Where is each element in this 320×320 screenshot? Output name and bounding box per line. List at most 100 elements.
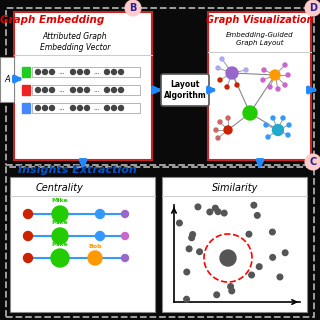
Circle shape	[43, 87, 47, 92]
Circle shape	[36, 87, 41, 92]
Circle shape	[276, 87, 280, 91]
Bar	[32, 103, 140, 113]
Circle shape	[277, 274, 283, 280]
Circle shape	[111, 106, 116, 110]
Bar	[208, 12, 311, 160]
Circle shape	[95, 210, 105, 219]
Circle shape	[195, 204, 201, 210]
Circle shape	[77, 106, 83, 110]
Circle shape	[212, 205, 218, 211]
Circle shape	[266, 135, 270, 139]
Circle shape	[273, 124, 284, 135]
Circle shape	[118, 87, 124, 92]
Circle shape	[111, 87, 116, 92]
Text: Mike: Mike	[52, 220, 68, 226]
Circle shape	[118, 106, 124, 110]
Text: ...: ...	[94, 105, 100, 111]
Bar	[162, 177, 307, 312]
Circle shape	[226, 67, 238, 79]
Circle shape	[286, 73, 290, 77]
Circle shape	[305, 154, 320, 170]
Circle shape	[177, 220, 182, 226]
Circle shape	[281, 116, 285, 120]
Circle shape	[215, 209, 221, 214]
Circle shape	[220, 250, 236, 266]
Text: Attributed Graph
Embedding Vector: Attributed Graph Embedding Vector	[40, 32, 110, 52]
Circle shape	[189, 235, 195, 241]
Circle shape	[229, 288, 235, 294]
Bar	[22, 103, 30, 113]
Circle shape	[218, 120, 222, 124]
Circle shape	[268, 85, 272, 89]
Circle shape	[50, 87, 54, 92]
Bar	[0, 57, 14, 102]
Circle shape	[249, 272, 254, 278]
Circle shape	[251, 202, 257, 208]
Text: ...: ...	[59, 69, 65, 75]
Circle shape	[50, 106, 54, 110]
Text: ...: ...	[94, 69, 100, 75]
Circle shape	[36, 69, 41, 75]
Circle shape	[125, 0, 141, 16]
Circle shape	[70, 106, 76, 110]
Circle shape	[52, 228, 68, 244]
Circle shape	[70, 87, 76, 92]
Circle shape	[262, 68, 266, 72]
Circle shape	[226, 116, 230, 120]
Circle shape	[254, 212, 260, 218]
Circle shape	[186, 246, 192, 252]
Circle shape	[283, 63, 287, 67]
Bar	[6, 8, 314, 165]
Circle shape	[225, 85, 229, 89]
FancyBboxPatch shape	[161, 74, 209, 106]
Circle shape	[95, 231, 105, 241]
Circle shape	[220, 57, 224, 61]
Bar	[10, 177, 155, 312]
Circle shape	[105, 106, 109, 110]
Bar	[32, 67, 140, 77]
Circle shape	[264, 123, 268, 127]
Circle shape	[84, 106, 90, 110]
Circle shape	[269, 229, 275, 235]
Text: B: B	[129, 3, 137, 13]
Circle shape	[77, 87, 83, 92]
Circle shape	[287, 123, 291, 127]
Circle shape	[190, 232, 196, 237]
Circle shape	[283, 83, 287, 87]
Circle shape	[270, 70, 280, 80]
Circle shape	[122, 233, 129, 239]
Bar	[6, 167, 314, 317]
Text: A: A	[4, 75, 10, 84]
Circle shape	[184, 296, 189, 302]
Text: ...: ...	[94, 87, 100, 93]
Circle shape	[23, 253, 33, 262]
Circle shape	[261, 78, 265, 82]
Circle shape	[216, 136, 220, 140]
Bar	[22, 85, 30, 95]
Bar	[14, 12, 152, 160]
Circle shape	[235, 83, 239, 87]
Circle shape	[184, 269, 189, 275]
Circle shape	[105, 69, 109, 75]
Text: D: D	[309, 3, 317, 13]
Text: Graph Visualization: Graph Visualization	[206, 15, 314, 25]
Circle shape	[270, 255, 276, 260]
Circle shape	[77, 69, 83, 75]
Text: Centrality: Centrality	[36, 183, 84, 193]
Text: Insights Extraction: Insights Extraction	[18, 165, 137, 175]
Circle shape	[286, 133, 290, 137]
Circle shape	[216, 66, 220, 70]
Text: ...: ...	[59, 105, 65, 111]
Circle shape	[214, 292, 220, 298]
Circle shape	[256, 264, 262, 269]
Text: Mike: Mike	[52, 242, 68, 246]
Text: C: C	[309, 157, 316, 167]
Circle shape	[84, 69, 90, 75]
Bar	[32, 85, 140, 95]
Text: Embedding-Guided
Graph Layout: Embedding-Guided Graph Layout	[226, 32, 294, 45]
Bar	[22, 67, 30, 77]
Circle shape	[243, 106, 257, 120]
Circle shape	[228, 284, 233, 289]
Circle shape	[207, 209, 212, 215]
Circle shape	[221, 210, 227, 216]
